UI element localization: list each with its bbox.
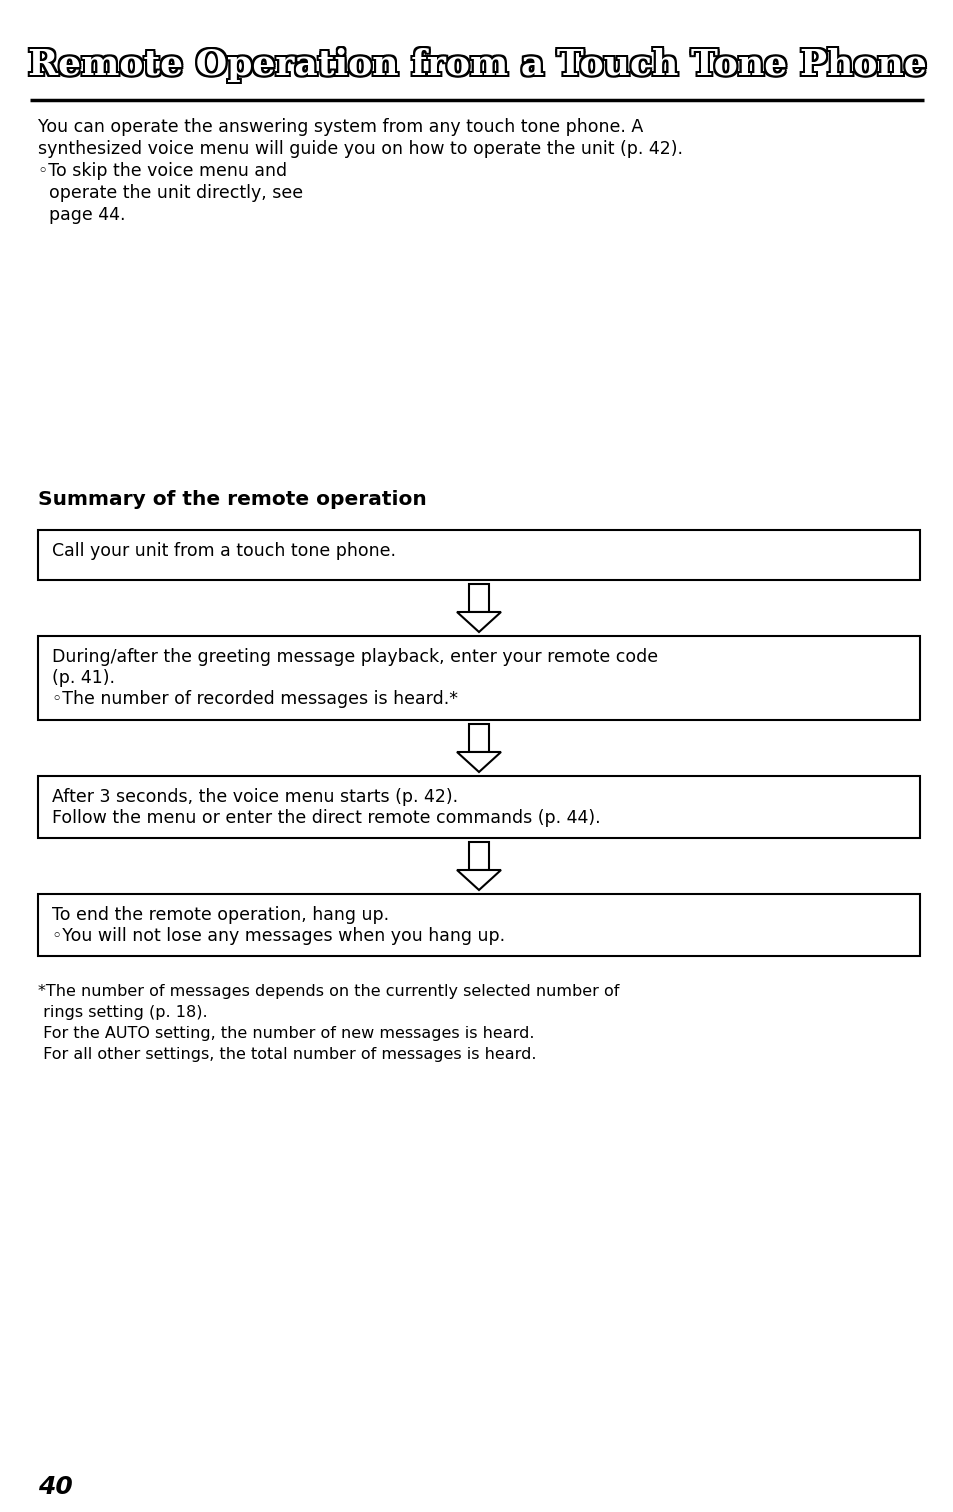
Text: Summary of the remote operation: Summary of the remote operation	[38, 490, 426, 510]
Text: Remote Operation from a Touch Tone Phone: Remote Operation from a Touch Tone Phone	[26, 48, 923, 82]
Text: You can operate the answering system from any touch tone phone. A: You can operate the answering system fro…	[38, 118, 642, 136]
Text: ◦To skip the voice menu and: ◦To skip the voice menu and	[38, 162, 287, 180]
FancyBboxPatch shape	[469, 584, 489, 612]
Text: 40: 40	[38, 1476, 72, 1498]
FancyBboxPatch shape	[38, 531, 919, 581]
Text: rings setting (p. 18).: rings setting (p. 18).	[38, 1005, 208, 1021]
Text: Remote Operation from a Touch Tone Phone: Remote Operation from a Touch Tone Phone	[29, 47, 926, 82]
Text: (p. 41).: (p. 41).	[52, 668, 115, 686]
Text: operate the unit directly, see: operate the unit directly, see	[38, 184, 303, 203]
Text: Remote Operation from a Touch Tone Phone: Remote Operation from a Touch Tone Phone	[29, 48, 926, 83]
Text: Remote Operation from a Touch Tone Phone: Remote Operation from a Touch Tone Phone	[26, 50, 923, 85]
Text: Remote Operation from a Touch Tone Phone: Remote Operation from a Touch Tone Phone	[27, 48, 924, 83]
Text: Remote Operation from a Touch Tone Phone: Remote Operation from a Touch Tone Phone	[28, 45, 925, 80]
Text: For the AUTO setting, the number of new messages is heard.: For the AUTO setting, the number of new …	[38, 1027, 534, 1040]
Text: After 3 seconds, the voice menu starts (p. 42).: After 3 seconds, the voice menu starts (…	[52, 788, 457, 806]
Text: *The number of messages depends on the currently selected number of: *The number of messages depends on the c…	[38, 984, 618, 999]
Polygon shape	[456, 869, 500, 891]
FancyBboxPatch shape	[38, 894, 919, 956]
Text: Remote Operation from a Touch Tone Phone: Remote Operation from a Touch Tone Phone	[27, 47, 924, 82]
Text: For all other settings, the total number of messages is heard.: For all other settings, the total number…	[38, 1046, 536, 1061]
Text: Follow the menu or enter the direct remote commands (p. 44).: Follow the menu or enter the direct remo…	[52, 809, 600, 827]
Text: Remote Operation from a Touch Tone Phone: Remote Operation from a Touch Tone Phone	[28, 50, 925, 85]
Text: Remote Operation from a Touch Tone Phone: Remote Operation from a Touch Tone Phone	[30, 50, 927, 85]
FancyBboxPatch shape	[469, 842, 489, 869]
Text: page 44.: page 44.	[38, 206, 126, 224]
Polygon shape	[456, 751, 500, 773]
Text: ◦You will not lose any messages when you hang up.: ◦You will not lose any messages when you…	[52, 927, 504, 945]
Text: Call your unit from a touch tone phone.: Call your unit from a touch tone phone.	[52, 541, 395, 559]
FancyBboxPatch shape	[38, 776, 919, 838]
Text: Remote Operation from a Touch Tone Phone: Remote Operation from a Touch Tone Phone	[30, 48, 927, 82]
FancyBboxPatch shape	[38, 637, 919, 720]
Text: ◦The number of recorded messages is heard.*: ◦The number of recorded messages is hear…	[52, 689, 457, 708]
Text: synthesized voice menu will guide you on how to operate the unit (p. 42).: synthesized voice menu will guide you on…	[38, 141, 682, 157]
Text: Remote Operation from a Touch Tone Phone: Remote Operation from a Touch Tone Phone	[30, 45, 927, 80]
Text: To end the remote operation, hang up.: To end the remote operation, hang up.	[52, 906, 389, 924]
FancyBboxPatch shape	[469, 724, 489, 751]
Polygon shape	[456, 612, 500, 632]
Text: Remote Operation from a Touch Tone Phone: Remote Operation from a Touch Tone Phone	[26, 45, 923, 80]
Text: During/after the greeting message playback, enter your remote code: During/after the greeting message playba…	[52, 649, 658, 665]
Text: Remote Operation from a Touch Tone Phone: Remote Operation from a Touch Tone Phone	[28, 48, 925, 82]
